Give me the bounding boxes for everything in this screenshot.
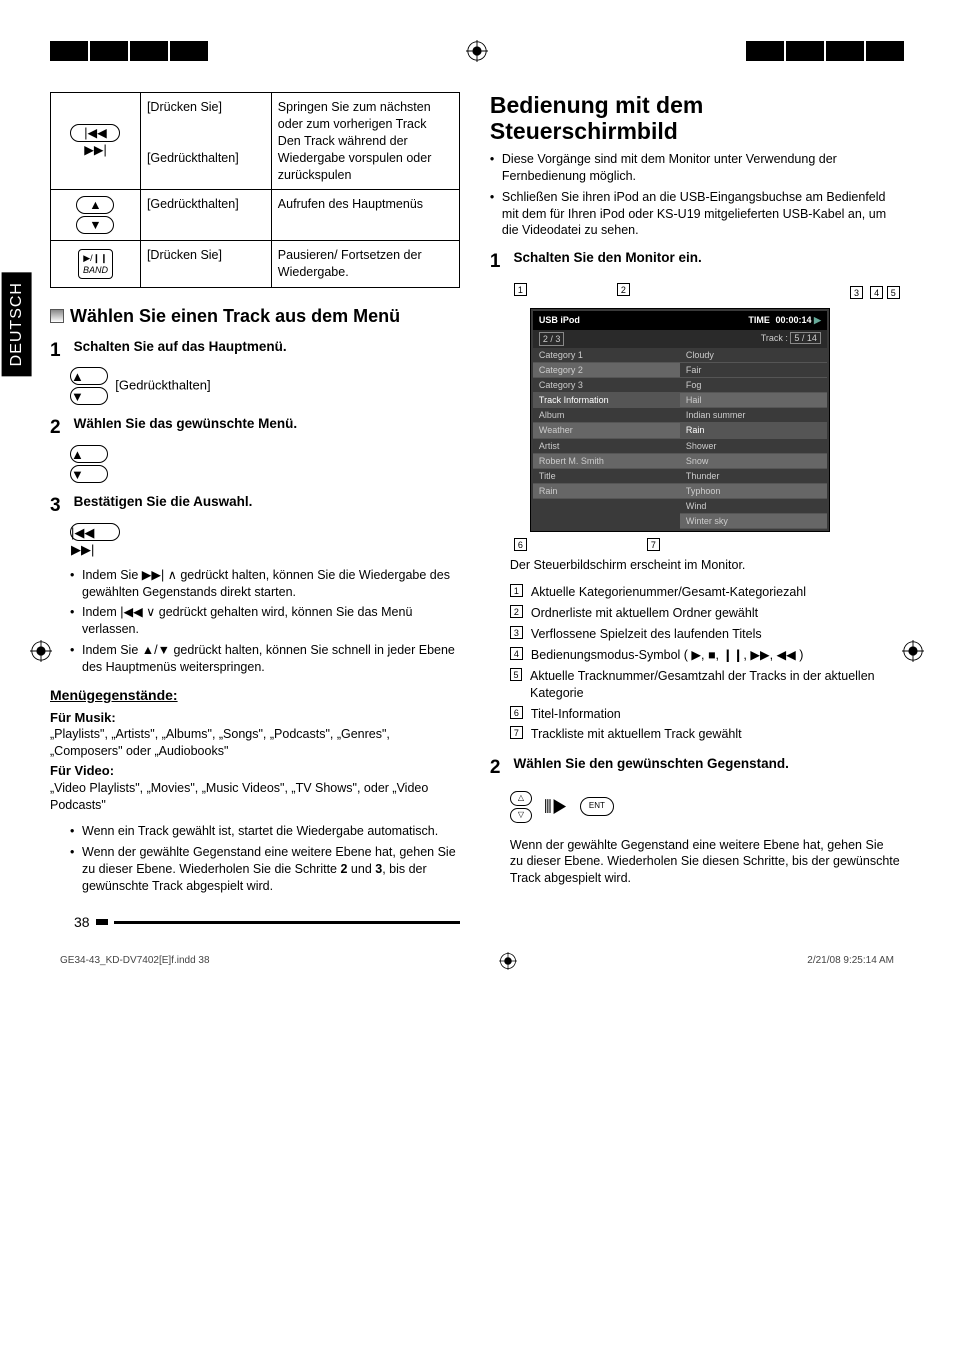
cell-text: [Drücken Sie] bbox=[147, 99, 265, 116]
bullet-list: Wenn ein Track gewählt ist, startet die … bbox=[70, 823, 460, 895]
body-text: Wenn der gewählte Gegenstand eine weiter… bbox=[510, 837, 900, 888]
list-item: Trackliste mit aktuellem Track gewählt bbox=[531, 726, 742, 743]
list-item: Titel-Information bbox=[531, 706, 621, 723]
step: 2 Wählen Sie das gewünschte Menü. ▲▼ bbox=[50, 415, 460, 483]
screen-title: USB iPod bbox=[539, 314, 580, 326]
step: 2 Wählen Sie den gewünschten Gegenstand.… bbox=[490, 755, 900, 887]
list-item: Bedienungsmodus-Symbol ( ▶, ■, ❙❙, ▶▶, ◀… bbox=[531, 647, 803, 664]
registration-mark-icon bbox=[30, 640, 52, 662]
cell-text: Pausieren/ Fortsetzen der Wiedergabe. bbox=[271, 241, 459, 288]
list-item: Ordnerliste mit aktuellem Ordner gewählt bbox=[531, 605, 758, 622]
cell-text: Den Track während der Wiedergabe vorspul… bbox=[278, 133, 453, 184]
band-button-icon: ▶/❙❙BAND bbox=[78, 249, 113, 279]
footer-file: GE34-43_KD-DV7402[E]f.indd 38 bbox=[60, 954, 210, 968]
footer: GE34-43_KD-DV7402[E]f.indd 38 2/21/08 9:… bbox=[50, 952, 904, 970]
language-tab: DEUTSCH bbox=[2, 272, 32, 376]
down-button-icon: ▼ bbox=[70, 465, 108, 483]
page-number: 38 bbox=[74, 913, 460, 932]
down-button-icon: ▼ bbox=[76, 216, 114, 234]
screen-left-list: Category 1Category 2Category 3 Track Inf… bbox=[533, 348, 680, 530]
list-item: Aktuelle Tracknummer/Gesamtzahl der Trac… bbox=[530, 668, 900, 702]
label: Für Musik: bbox=[50, 709, 460, 727]
registration-mark-icon bbox=[466, 40, 488, 62]
prev-next-button-icon: |◀◀ ▶▶| bbox=[70, 523, 120, 541]
list-item: Wenn ein Track gewählt ist, startet die … bbox=[70, 823, 460, 840]
down-button-icon: ▽ bbox=[510, 808, 532, 823]
table-row: ▲ ▼ [Gedrückthalten] Aufrufen des Hauptm… bbox=[51, 190, 460, 241]
list-item: Verflossene Spielzeit des laufenden Tite… bbox=[531, 626, 762, 643]
crop-marks-top bbox=[50, 40, 904, 62]
bullet-list: Diese Vorgänge sind mit dem Monitor unte… bbox=[490, 151, 900, 239]
step: 1 Schalten Sie auf das Hauptmenü. ▲▼ [Ge… bbox=[50, 338, 460, 406]
caption: Der Steuerbildschirm erscheint im Monito… bbox=[510, 557, 900, 574]
registration-mark-icon bbox=[499, 952, 517, 970]
right-column: Bedienung mit dem Steuerschirmbild Diese… bbox=[490, 92, 900, 932]
list-item: Schließen Sie ihren iPod an die USB-Eing… bbox=[490, 189, 900, 240]
button-table: |◀◀ ▶▶| [Drücken Sie] [Gedrückthalten] S… bbox=[50, 92, 460, 288]
registration-mark-icon bbox=[902, 640, 924, 662]
list-item: Diese Vorgänge sind mit dem Monitor unte… bbox=[490, 151, 900, 185]
time-label: TIME bbox=[745, 315, 773, 325]
caption: [Gedrückthalten] bbox=[115, 378, 210, 393]
prev-next-button-icon: |◀◀ ▶▶| bbox=[70, 124, 120, 142]
up-button-icon: ▲ bbox=[70, 367, 108, 385]
footer-date: 2/21/08 9:25:14 AM bbox=[807, 954, 894, 968]
list-item: Wenn der gewählte Gegenstand eine weiter… bbox=[70, 844, 460, 895]
step: 3 Bestätigen Sie die Auswahl. |◀◀ ▶▶| bbox=[50, 493, 460, 559]
up-button-icon: △ bbox=[510, 791, 532, 806]
body-text: „Video Playlists", „Movies", „Music Vide… bbox=[50, 780, 460, 814]
list-item: Indem |◀◀ ∨ gedrückt gehalten wird, könn… bbox=[70, 604, 460, 638]
cell-text: Aufrufen des Hauptmenüs bbox=[271, 190, 459, 241]
cell-text: Springen Sie zum nächsten oder zum vorhe… bbox=[278, 99, 453, 133]
down-button-icon: ▼ bbox=[70, 387, 108, 405]
table-row: |◀◀ ▶▶| [Drücken Sie] [Gedrückthalten] S… bbox=[51, 93, 460, 190]
time-value: 00:00:14 bbox=[775, 315, 811, 325]
screen-right-list: CloudyFairFog HailIndian summer RainShow… bbox=[680, 348, 827, 530]
label: Für Video: bbox=[50, 762, 460, 780]
up-button-icon: ▲ bbox=[76, 196, 114, 214]
track-label: Track : bbox=[761, 333, 788, 343]
control-screen: USB iPod TIME 00:00:14 ▶ 2 / 3 Track : 5… bbox=[530, 308, 830, 532]
list-item: Indem Sie ▶▶| ∧ gedrückt halten, können … bbox=[70, 567, 460, 601]
callout-legend: 1Aktuelle Kategorienummer/Gesamt-Kategor… bbox=[510, 584, 900, 743]
track-badge: 5 / 14 bbox=[790, 332, 821, 344]
cell-text: [Drücken Sie] bbox=[140, 241, 271, 288]
subheading: Menügegenstände: bbox=[50, 686, 460, 705]
section-heading: Wählen Sie einen Track aus dem Menü bbox=[50, 306, 460, 328]
cell-text: [Gedrückthalten] bbox=[147, 150, 265, 167]
left-column: DEUTSCH |◀◀ ▶▶| [Drücken Sie] [Gedrückth… bbox=[50, 92, 460, 932]
step: 1 Schalten Sie den Monitor ein. bbox=[490, 249, 900, 275]
body-text: „Playlists", „Artists", „Albums", „Songs… bbox=[50, 726, 460, 760]
table-row: ▶/❙❙BAND [Drücken Sie] Pausieren/ Fortse… bbox=[51, 241, 460, 288]
ent-button-icon: ENT bbox=[580, 797, 614, 816]
category-badge: 2 / 3 bbox=[539, 332, 565, 346]
cell-text: [Gedrückthalten] bbox=[140, 190, 271, 241]
list-item: Indem Sie ▲/▼ gedrückt halten, können Si… bbox=[70, 642, 460, 676]
bullet-list: Indem Sie ▶▶| ∧ gedrückt halten, können … bbox=[70, 567, 460, 676]
up-button-icon: ▲ bbox=[70, 445, 108, 463]
list-item: Aktuelle Kategorienummer/Gesamt-Kategori… bbox=[531, 584, 806, 601]
screen-callouts: 12 3 4 5 USB iPod TIME 00:00:14 ▶ 2 / 3 … bbox=[510, 283, 900, 552]
page: DEUTSCH |◀◀ ▶▶| [Drücken Sie] [Gedrückth… bbox=[0, 0, 954, 1000]
then-arrow-icon: ⦀▶ bbox=[544, 795, 568, 819]
section-heading: Bedienung mit dem Steuerschirmbild bbox=[490, 92, 900, 145]
